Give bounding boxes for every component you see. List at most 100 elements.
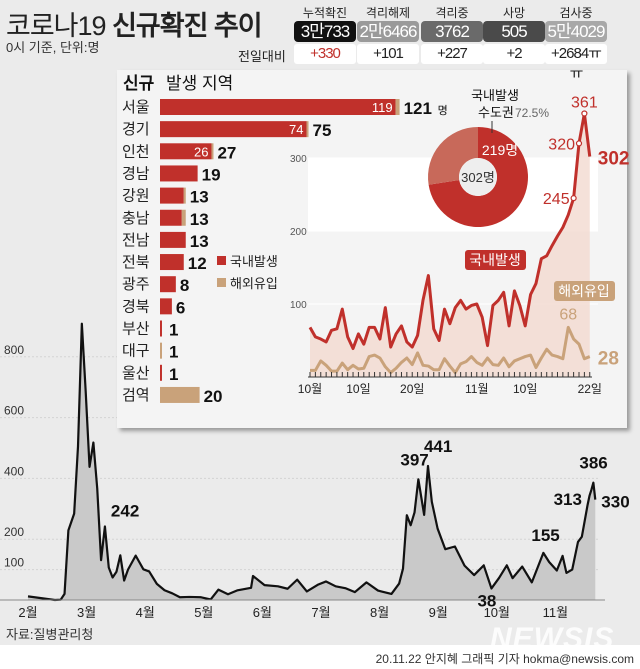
stat-change: +2684ㅠㅠ	[545, 44, 607, 82]
pie-part-label: 219명	[482, 142, 518, 158]
bar-category: 검역	[122, 387, 150, 404]
bar-total-label: 13	[190, 232, 209, 251]
line-data-label: 302	[598, 149, 630, 170]
pie-slice-other	[428, 127, 478, 185]
bar-inner-label: 119	[372, 100, 393, 115]
x-tick-label: 22일	[578, 382, 602, 396]
annotation-label: 155	[531, 526, 559, 545]
bar-total-label: 13	[190, 188, 209, 207]
annotation-label: 330	[601, 493, 629, 512]
compare-label: 전일대비	[238, 49, 286, 64]
credit-line: 20.11.22 안지혜 그래픽 기자 hokma@newsis.com	[375, 652, 634, 666]
title-part: 코로나19	[6, 11, 113, 41]
bar-domestic	[160, 320, 162, 337]
bar-category: 경기	[122, 121, 150, 138]
bar-imported	[160, 386, 200, 403]
line-data-label: 361	[571, 94, 598, 111]
bar-imported	[181, 209, 186, 226]
bar-category: 대구	[122, 343, 150, 360]
stat-label: 검사중	[559, 6, 593, 20]
bar-category: 울산	[122, 365, 150, 382]
y-tick-label: 100	[4, 556, 24, 570]
bar-domestic	[160, 364, 162, 381]
x-tick-label: 20일	[400, 382, 424, 396]
bar-imported	[183, 187, 186, 204]
bar-imported	[211, 143, 214, 160]
bar-total-label: 13	[190, 210, 209, 229]
stat-value: 2만6466	[357, 21, 419, 42]
stat-value: 505	[483, 21, 545, 42]
x-tick-label: 6월	[253, 605, 272, 620]
bar-domestic	[160, 143, 212, 160]
newsis-logo: NEWSIS	[490, 622, 615, 655]
stat-change: +101	[357, 44, 419, 64]
y-tick-label: 100	[290, 300, 307, 311]
source-note: 자료:질병관리청	[6, 627, 94, 642]
y-tick-label: 200	[290, 227, 307, 238]
y-tick-label: 200	[4, 525, 24, 539]
imported-tag	[554, 281, 615, 301]
pie-title: 국내발생	[471, 88, 519, 103]
stat-value: 5만4029	[545, 21, 607, 42]
stat-label: 격리해제	[365, 6, 411, 20]
bar-inner-label: 26	[194, 144, 208, 159]
x-tick-label: 3월	[77, 605, 96, 620]
x-tick-label: 10월	[484, 605, 510, 620]
bar-category: 부산	[122, 321, 150, 338]
y-tick-label: 800	[4, 343, 24, 357]
x-tick-label: 10일	[513, 382, 537, 396]
annotation-label: 441	[424, 437, 452, 456]
stat-change: +330	[294, 44, 356, 64]
pie-percent: 72.5%	[515, 106, 549, 120]
x-tick-label: 7월	[311, 605, 330, 620]
annotation-label: 242	[111, 501, 139, 520]
y-tick-label: 600	[4, 404, 24, 418]
annotation-label: 397	[400, 450, 428, 469]
domestic-tag-label: 국내발생	[469, 252, 521, 268]
bar-total-label: 27	[217, 143, 236, 162]
line-data-label: 28	[598, 349, 619, 370]
page-title: 코로나19 신규확진 추이	[6, 4, 263, 43]
x-tick-label: 9월	[429, 605, 448, 620]
x-tick-label: 11월	[465, 382, 489, 396]
x-tick-label: 2월	[18, 605, 37, 620]
trend-line	[27, 322, 597, 602]
bar-chart-title-rest: 발생 지역	[166, 74, 233, 93]
y-tick-label: 300	[290, 154, 307, 165]
pie-subtitle: 수도권	[478, 105, 514, 120]
bar-category: 경북	[122, 298, 150, 315]
pie-hole	[459, 158, 497, 196]
y-tick-label: 400	[4, 464, 24, 478]
bar-imported	[306, 121, 309, 138]
annotation-label: 313	[554, 490, 582, 509]
bar-domestic	[160, 209, 182, 226]
bar-total-label: 8	[180, 276, 189, 295]
imported-line	[310, 325, 591, 375]
bar-category: 경남	[122, 165, 150, 182]
bar-domestic	[160, 231, 186, 248]
legend-label: 해외유입	[230, 276, 278, 291]
bar-domestic	[160, 254, 184, 271]
legend-swatch	[217, 256, 226, 265]
stat-change: +2	[483, 44, 545, 64]
x-tick-label: 8월	[370, 605, 389, 620]
x-tick-label: 10일	[346, 382, 370, 396]
bar-category: 인천	[122, 143, 150, 160]
bar-total-label: 6	[176, 298, 185, 317]
bar-unit: 명	[438, 104, 448, 117]
bar-domestic	[160, 187, 184, 204]
bar-category: 강원	[122, 188, 150, 205]
bar-chart-title: 신규	[123, 74, 155, 93]
data-point	[570, 195, 577, 202]
area-fill	[28, 323, 596, 600]
stat-label: 누적확진	[302, 6, 348, 20]
bar-total-label: 20	[204, 387, 223, 406]
pie-total-label: 302명	[461, 170, 495, 185]
bar-inner-label: 74	[289, 122, 303, 137]
bar-imported	[395, 99, 400, 115]
bar-total-label: 12	[188, 254, 207, 273]
subtitle: 0시 기준, 단위:명	[6, 40, 100, 55]
bar-domestic	[160, 276, 176, 293]
